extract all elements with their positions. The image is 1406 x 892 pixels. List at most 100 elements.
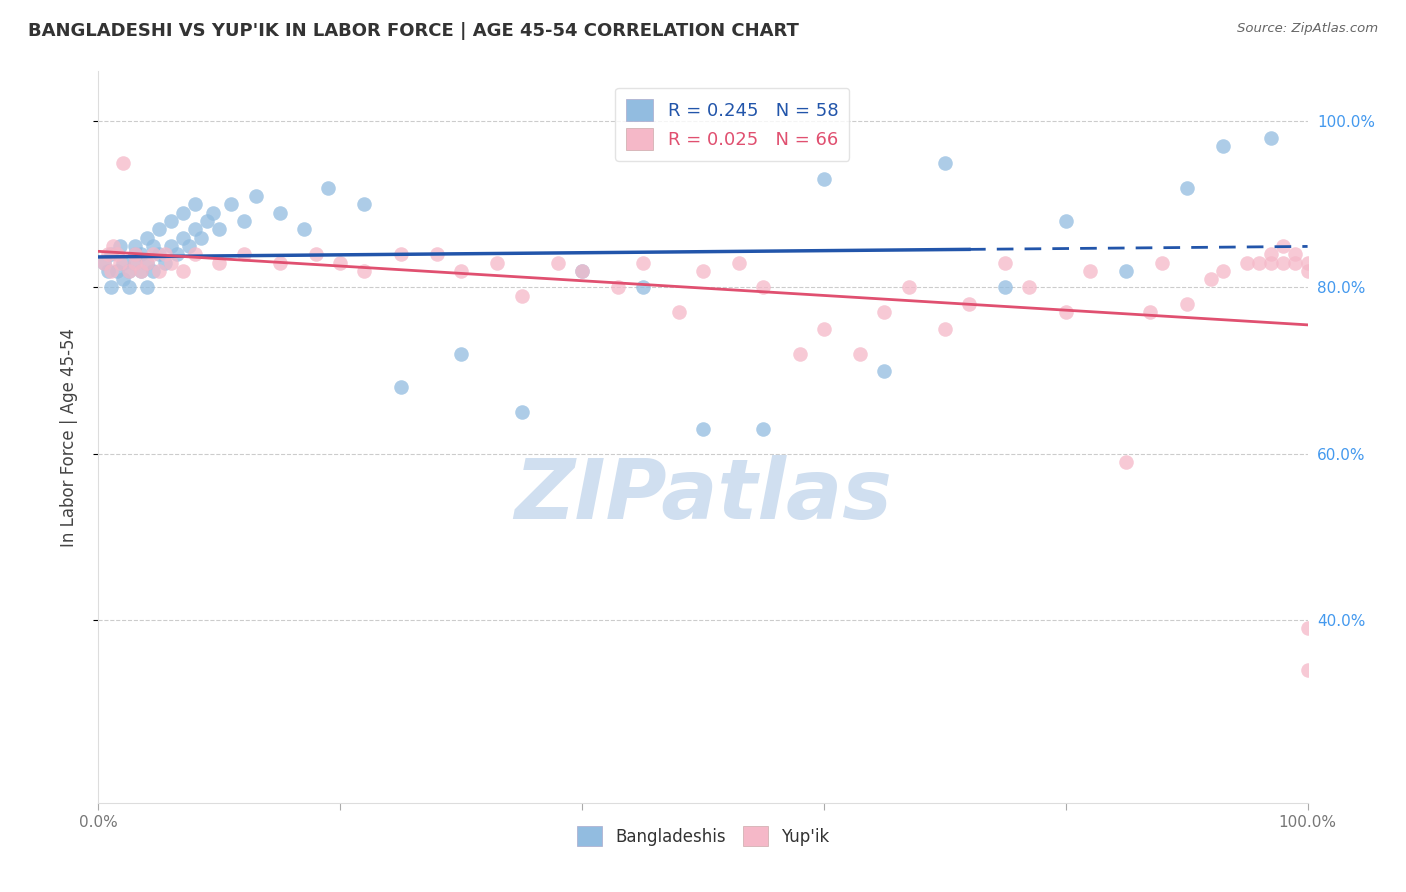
Point xyxy=(510,289,533,303)
Point xyxy=(1284,247,1306,261)
Point xyxy=(100,264,122,278)
Point xyxy=(160,255,183,269)
Point xyxy=(1175,180,1198,194)
Legend: Bangladeshis, Yup'ik: Bangladeshis, Yup'ik xyxy=(571,820,835,853)
Point xyxy=(118,264,141,278)
Point xyxy=(124,247,146,261)
Point xyxy=(873,363,896,377)
Point xyxy=(97,264,120,278)
Point xyxy=(1260,131,1282,145)
Point xyxy=(510,405,533,419)
Text: Source: ZipAtlas.com: Source: ZipAtlas.com xyxy=(1237,22,1378,36)
Point xyxy=(135,280,157,294)
Point xyxy=(1296,264,1319,278)
Point xyxy=(329,255,352,269)
Point xyxy=(1284,255,1306,269)
Point xyxy=(135,255,157,269)
Point xyxy=(957,297,980,311)
Point xyxy=(571,264,593,278)
Point xyxy=(153,247,176,261)
Point xyxy=(184,222,207,236)
Point xyxy=(1018,280,1040,294)
Point xyxy=(195,214,218,228)
Point xyxy=(101,239,124,253)
Point xyxy=(316,180,339,194)
Point xyxy=(486,255,509,269)
Point xyxy=(108,239,131,253)
Point xyxy=(269,255,291,269)
Point xyxy=(105,264,128,278)
Point xyxy=(190,230,212,244)
Point xyxy=(426,247,449,261)
Text: BANGLADESHI VS YUP'IK IN LABOR FORCE | AGE 45-54 CORRELATION CHART: BANGLADESHI VS YUP'IK IN LABOR FORCE | A… xyxy=(28,22,799,40)
Point xyxy=(97,247,120,261)
Point xyxy=(607,280,630,294)
Point xyxy=(172,205,194,219)
Point xyxy=(631,255,654,269)
Point xyxy=(934,322,956,336)
Point xyxy=(450,264,472,278)
Point xyxy=(142,264,165,278)
Point xyxy=(179,239,201,253)
Point xyxy=(1272,239,1295,253)
Point xyxy=(118,280,141,294)
Point xyxy=(1152,255,1174,269)
Point xyxy=(105,247,128,261)
Point xyxy=(1212,139,1234,153)
Point xyxy=(1115,264,1137,278)
Point xyxy=(184,247,207,261)
Point xyxy=(208,255,231,269)
Point xyxy=(232,214,254,228)
Point xyxy=(160,214,183,228)
Point xyxy=(873,305,896,319)
Point xyxy=(571,264,593,278)
Point xyxy=(1054,305,1077,319)
Point xyxy=(93,255,115,269)
Point xyxy=(129,247,152,261)
Point xyxy=(148,222,170,236)
Point xyxy=(1212,264,1234,278)
Point xyxy=(813,172,835,186)
Point xyxy=(292,222,315,236)
Point xyxy=(353,197,375,211)
Point xyxy=(450,347,472,361)
Point xyxy=(232,247,254,261)
Point xyxy=(172,264,194,278)
Point xyxy=(353,264,375,278)
Point xyxy=(1296,255,1319,269)
Point xyxy=(668,305,690,319)
Point xyxy=(1078,264,1101,278)
Point xyxy=(1260,247,1282,261)
Point xyxy=(547,255,569,269)
Point xyxy=(305,247,328,261)
Point xyxy=(994,280,1017,294)
Point xyxy=(148,247,170,261)
Point xyxy=(752,422,775,436)
Point xyxy=(202,205,225,219)
Point xyxy=(142,247,165,261)
Point xyxy=(849,347,872,361)
Point xyxy=(1199,272,1222,286)
Point xyxy=(1139,305,1161,319)
Point xyxy=(124,255,146,269)
Point xyxy=(129,264,152,278)
Point xyxy=(111,255,134,269)
Point xyxy=(124,247,146,261)
Point xyxy=(100,280,122,294)
Point xyxy=(813,322,835,336)
Point xyxy=(1296,621,1319,635)
Point xyxy=(1272,255,1295,269)
Point xyxy=(135,230,157,244)
Point xyxy=(153,255,176,269)
Point xyxy=(111,156,134,170)
Point xyxy=(111,272,134,286)
Point xyxy=(208,222,231,236)
Text: ZIPatlas: ZIPatlas xyxy=(515,455,891,536)
Point xyxy=(124,255,146,269)
Point xyxy=(124,239,146,253)
Point xyxy=(108,255,131,269)
Point xyxy=(1115,455,1137,469)
Point xyxy=(135,255,157,269)
Point xyxy=(221,197,243,211)
Point xyxy=(631,280,654,294)
